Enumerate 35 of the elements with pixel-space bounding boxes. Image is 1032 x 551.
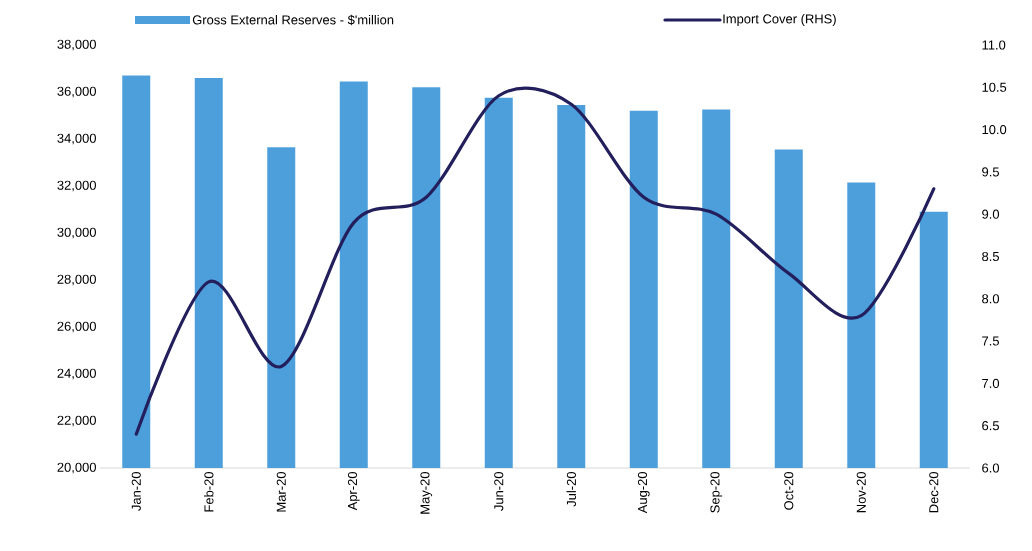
x-tick-label: Oct-20 [784,472,794,510]
y2-tick-label: 10.5 [982,82,1007,92]
y2-tick-label: 11.0 [982,40,1006,50]
x-tick-label: Nov-20 [856,472,866,513]
y-tick-label: 26,000 [57,321,96,333]
y2-tick-label: 10.0 [982,125,1007,135]
x-tick-label: Mar-20 [276,472,286,512]
y2-tick-label: 8.5 [982,251,999,262]
x-tick-label: Jul-20 [566,472,577,507]
y-tick-label: 34,000 [57,133,96,145]
y-tick-label: 20,000 [57,462,96,474]
x-tick-label: Feb-20 [204,472,214,512]
x-tick-label: Aug-20 [637,472,650,514]
y-tick-label: 32,000 [57,180,96,192]
x-tick-label: Jun-20 [494,472,504,511]
y-tick-label: 28,000 [57,274,96,286]
y-tick-label: 38,000 [57,39,96,51]
y-tick-label: 30,000 [57,227,96,239]
y2-tick-label: 9.5 [982,167,999,177]
x-tick-label: Sep-20 [710,472,723,513]
y2-tick-label: 7.5 [982,336,999,346]
y2-tick-label: 6.0 [982,463,1000,473]
x-tick-label: Apr-20 [347,472,360,511]
y-tick-label: 22,000 [57,415,96,427]
x-tick-label: Jan-20 [131,472,141,511]
y2-tick-label: 9.0 [982,209,1000,219]
legend-label: Import Cover (RHS) [723,13,836,27]
x-tick-label: Dec-20 [929,472,939,513]
y2-tick-label: 7.0 [982,378,1000,388]
y-tick-label: 24,000 [57,368,96,380]
y-tick-label: 36,000 [57,86,96,98]
x-tick-label: May-20 [420,472,433,514]
y2-tick-label: 6.5 [982,421,999,431]
legend-label: Gross External Reserves - $'million [192,14,394,26]
y2-tick-label: 8.0 [982,294,1000,304]
